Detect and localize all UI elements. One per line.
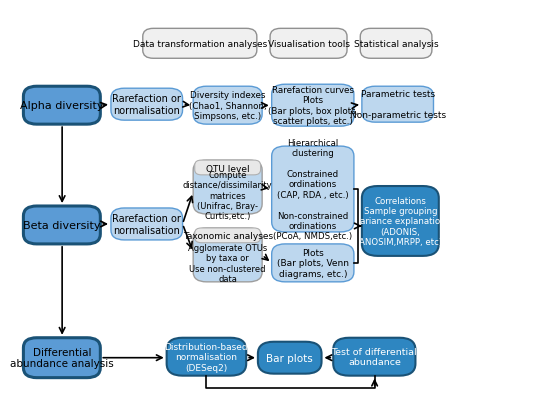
Text: Correlations
Sample grouping
variance explanation
(ADONIS,
ANOSIM,MRPP, etc): Correlations Sample grouping variance ex…	[355, 196, 446, 247]
Text: Hierarchical
clustering

Constrained
ordinations
(CAP, RDA , etc.)

Non-constrai: Hierarchical clustering Constrained ordi…	[273, 138, 353, 241]
FancyBboxPatch shape	[258, 342, 322, 374]
Text: Rarefaction curves
Plots
(Bar plots, box plots,
scatter plots, etc.): Rarefaction curves Plots (Bar plots, box…	[268, 86, 358, 126]
FancyBboxPatch shape	[333, 338, 415, 376]
FancyBboxPatch shape	[193, 161, 262, 215]
Text: Diversity indexes
(Chao1, Shannon,
Simpsons, etc.): Diversity indexes (Chao1, Shannon, Simps…	[189, 91, 266, 121]
Text: Differential
abundance analysis: Differential abundance analysis	[10, 347, 114, 369]
FancyBboxPatch shape	[193, 229, 262, 282]
FancyBboxPatch shape	[195, 229, 261, 243]
Text: Data transformation analyses: Data transformation analyses	[133, 40, 267, 49]
Text: Visualisation tools: Visualisation tools	[267, 40, 350, 49]
Text: Plots
(Bar plots, Venn
diagrams, etc.): Plots (Bar plots, Venn diagrams, etc.)	[277, 248, 349, 278]
FancyBboxPatch shape	[362, 87, 433, 123]
FancyBboxPatch shape	[272, 85, 354, 127]
Text: Rarefaction or
normalisation: Rarefaction or normalisation	[112, 214, 181, 235]
FancyBboxPatch shape	[193, 87, 262, 125]
Text: Parametric tests

Non-parametric tests: Parametric tests Non-parametric tests	[350, 90, 446, 120]
Text: Statistical analysis: Statistical analysis	[354, 40, 438, 49]
FancyBboxPatch shape	[24, 338, 100, 378]
FancyBboxPatch shape	[111, 89, 183, 121]
Text: Test of differential
abundance: Test of differential abundance	[332, 347, 417, 367]
FancyBboxPatch shape	[111, 209, 183, 240]
FancyBboxPatch shape	[272, 244, 354, 282]
FancyBboxPatch shape	[24, 87, 100, 125]
Text: Distribution-based
normalisation
(DESeq2): Distribution-based normalisation (DESeq2…	[164, 342, 248, 372]
FancyBboxPatch shape	[270, 29, 347, 59]
Text: Bar plots: Bar plots	[266, 353, 313, 363]
Text: Compute
distance/dissimilarity
matrices
(Unifrac, Bray-
Curtis,etc.): Compute distance/dissimilarity matrices …	[183, 170, 272, 221]
Text: OTU level: OTU level	[206, 164, 250, 173]
Text: Taxonomic analyses: Taxonomic analyses	[183, 232, 273, 241]
Text: Beta diversity: Beta diversity	[23, 221, 101, 231]
FancyBboxPatch shape	[272, 147, 354, 232]
FancyBboxPatch shape	[24, 207, 100, 244]
FancyBboxPatch shape	[195, 161, 261, 175]
FancyBboxPatch shape	[360, 29, 432, 59]
FancyBboxPatch shape	[143, 29, 257, 59]
Text: Rarefaction or
normalisation: Rarefaction or normalisation	[112, 94, 181, 116]
FancyBboxPatch shape	[362, 186, 439, 256]
Text: Agglomerate OTUs
by taxa or
Use non-clustered
data: Agglomerate OTUs by taxa or Use non-clus…	[188, 243, 267, 283]
FancyBboxPatch shape	[167, 338, 246, 376]
Text: Alpha diversity: Alpha diversity	[20, 101, 103, 111]
